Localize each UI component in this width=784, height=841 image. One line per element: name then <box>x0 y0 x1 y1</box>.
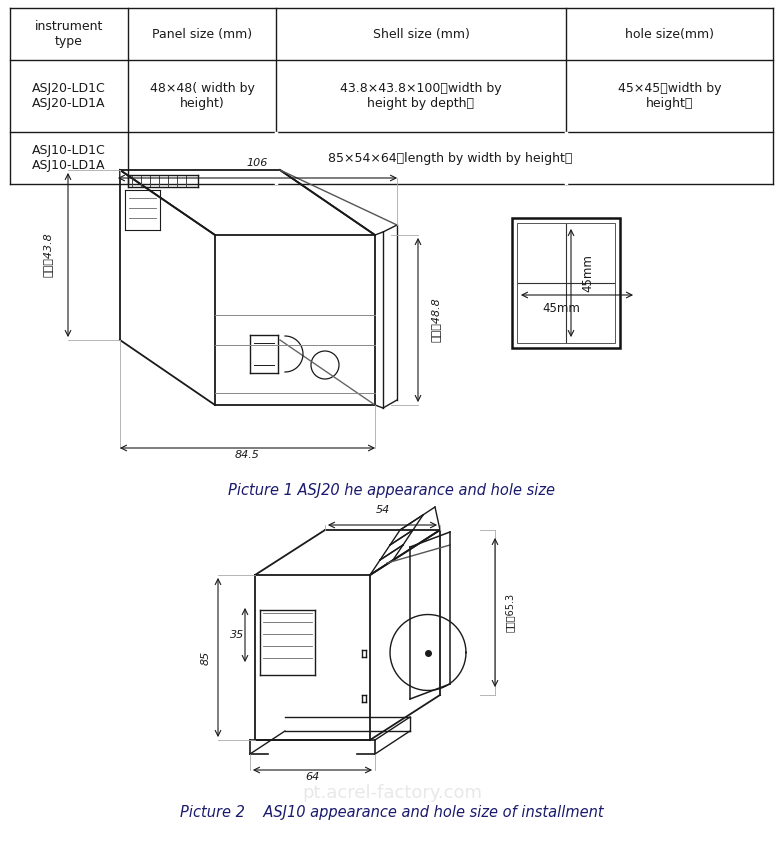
Text: instrument
type: instrument type <box>34 20 103 48</box>
Text: Panel size (mm): Panel size (mm) <box>152 28 252 40</box>
Text: Picture 2    ASJ10 appearance and hole size of installment: Picture 2 ASJ10 appearance and hole size… <box>180 805 604 819</box>
Text: Shell size (mm): Shell size (mm) <box>372 28 470 40</box>
Text: ASJ10-LD1C
ASJ10-LD1A: ASJ10-LD1C ASJ10-LD1A <box>32 144 106 172</box>
Text: 106: 106 <box>247 158 268 168</box>
Bar <box>512 218 620 348</box>
Bar <box>517 223 615 343</box>
Text: 85: 85 <box>201 650 211 664</box>
Text: pt.acrel-factory.com: pt.acrel-factory.com <box>302 784 482 802</box>
Text: 48×48( width by
height): 48×48( width by height) <box>150 82 255 110</box>
Text: 54: 54 <box>376 505 390 515</box>
Text: 35: 35 <box>230 630 244 640</box>
Text: 正方形65.3: 正方形65.3 <box>505 593 515 632</box>
Text: 43.8×43.8×100（width by
height by depth）: 43.8×43.8×100（width by height by depth） <box>340 82 502 110</box>
Text: 正方形43.8: 正方形43.8 <box>43 233 53 278</box>
Text: 85×54×64（length by width by height）: 85×54×64（length by width by height） <box>328 151 572 165</box>
Text: hole size(mm): hole size(mm) <box>625 28 714 40</box>
Text: 84.5: 84.5 <box>235 450 260 460</box>
Text: 45mm: 45mm <box>582 254 594 292</box>
Text: ASJ20-LD1C
ASJ20-LD1A: ASJ20-LD1C ASJ20-LD1A <box>32 82 106 110</box>
Text: 45×45（width by
height）: 45×45（width by height） <box>618 82 721 110</box>
Text: 正方形48.8: 正方形48.8 <box>431 298 441 342</box>
Text: 64: 64 <box>306 772 320 782</box>
Text: Picture 1 ASJ20 he appearance and hole size: Picture 1 ASJ20 he appearance and hole s… <box>228 483 556 498</box>
Text: 45mm: 45mm <box>542 302 580 315</box>
